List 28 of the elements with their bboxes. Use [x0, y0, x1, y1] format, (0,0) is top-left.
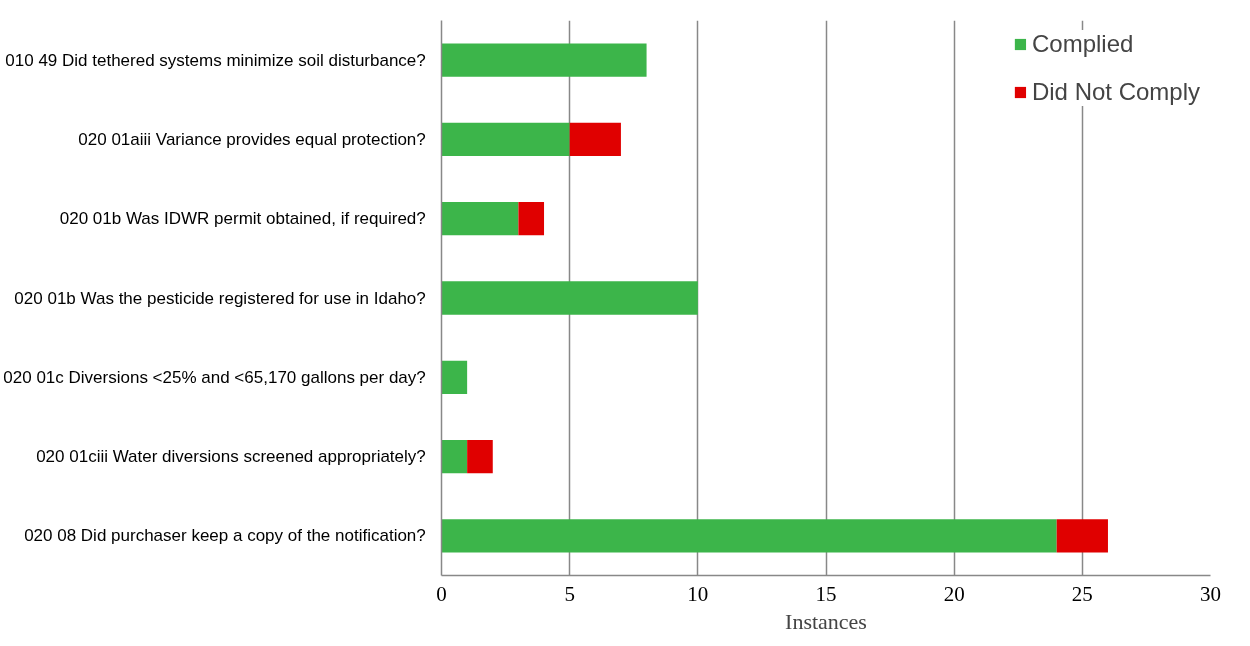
- bar: [441, 281, 698, 315]
- bar: [441, 519, 1057, 553]
- x-tick-label: 5: [564, 581, 575, 606]
- x-tick-label: 25: [1071, 581, 1093, 606]
- bar: [569, 122, 621, 157]
- y-tick-label: 010 49 Did tethered systems minimize soil disturbance?: [5, 50, 426, 70]
- x-axis-title: Instances: [785, 608, 867, 634]
- y-tick-label: 020 01b Was the pesticide registered for use in Idaho?: [14, 288, 426, 308]
- bar: [441, 439, 468, 474]
- bar: [518, 202, 545, 236]
- bar: [467, 439, 493, 474]
- bar: [1056, 519, 1108, 553]
- y-tick-label: 020 08 Did purchaser keep a copy of the notification?: [24, 526, 426, 546]
- x-tick-label: 15: [815, 581, 837, 606]
- x-tick-label: 20: [943, 581, 965, 606]
- y-tick-label: 020 01b Was IDWR permit obtained, if required?: [59, 209, 426, 229]
- legend-label: Did Not Comply: [1031, 78, 1200, 106]
- x-tick-label: 30: [1200, 581, 1221, 606]
- y-tick-label: 020 01ciii Water diversions screened appropriately?: [36, 447, 426, 467]
- bar: [441, 360, 468, 394]
- bar: [441, 202, 519, 236]
- x-tick-label: 10: [687, 581, 709, 606]
- x-tick-label: 0: [436, 581, 447, 606]
- y-tick-label: 020 01aiii Variance provides equal protection?: [78, 129, 426, 149]
- bar: [441, 43, 647, 77]
- y-tick-label: 020 01c Diversions <25% and <65,170 gallons per day?: [3, 367, 426, 387]
- bar: [441, 122, 570, 157]
- legend-label: Complied: [1031, 30, 1134, 58]
